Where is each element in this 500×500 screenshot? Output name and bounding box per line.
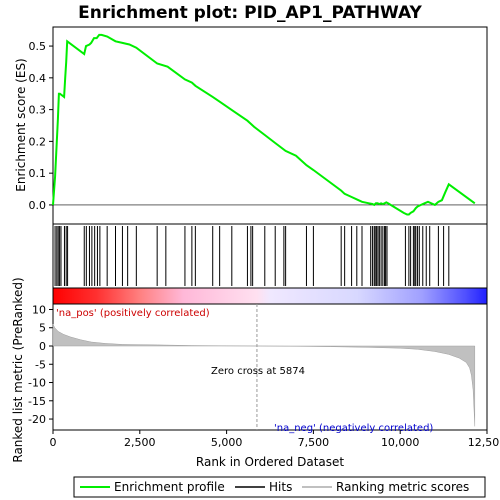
es-tick-label: 0.0 bbox=[29, 199, 47, 212]
metric-tick-label: -20 bbox=[28, 413, 46, 426]
metric-tick-label: 10 bbox=[32, 303, 46, 316]
x-tick-label: 10,000 bbox=[381, 436, 420, 449]
x-tick-label: 12,500 bbox=[468, 436, 500, 449]
es-tick-label: 0.1 bbox=[29, 167, 47, 180]
x-tick-label: 2,500 bbox=[124, 436, 156, 449]
hit-markers bbox=[54, 226, 450, 286]
metric-tick-label: -10 bbox=[28, 377, 46, 390]
x-tick-label: 7,500 bbox=[298, 436, 330, 449]
metric-tick-label: 0 bbox=[39, 340, 46, 353]
metric-tick-label: 5 bbox=[39, 322, 46, 335]
es-y-ticks: 0.0 0.1 0.2 0.3 0.4 0.5 bbox=[29, 40, 53, 212]
es-panel bbox=[52, 26, 488, 225]
x-tick-label: 0 bbox=[50, 436, 57, 449]
x-tick-label: 5,000 bbox=[211, 436, 243, 449]
es-tick-label: 0.3 bbox=[29, 104, 47, 117]
metric-tick-label: -5 bbox=[35, 358, 46, 371]
es-tick-label: 0.4 bbox=[29, 72, 47, 85]
zero-cross-label: Zero cross at 5874 bbox=[211, 366, 305, 377]
hits-panel bbox=[52, 223, 488, 289]
legend-box bbox=[73, 476, 486, 498]
metric-y-label: Ranked list metric (PreRanked) bbox=[11, 277, 25, 462]
pos-correlated-label: 'na_pos' (positively correlated) bbox=[56, 308, 210, 319]
ranking-metric-area bbox=[52, 323, 476, 427]
metric-panel bbox=[52, 303, 488, 431]
chart-title: Enrichment plot: PID_AP1_PATHWAY bbox=[78, 3, 422, 23]
enrichment-profile-line bbox=[52, 33, 476, 216]
legend-enrichment-label: Enrichment profile bbox=[114, 480, 225, 494]
legend-hits-label: Hits bbox=[269, 480, 292, 494]
rank-color-bar bbox=[52, 287, 488, 305]
es-tick-label: 0.5 bbox=[29, 40, 47, 53]
metric-y-ticks: 10 5 0 -5 -10 -15 -20 bbox=[28, 303, 53, 426]
legend-metric-label: Ranking metric scores bbox=[336, 480, 469, 494]
metric-tick-label: -15 bbox=[28, 395, 46, 408]
neg-correlated-label: 'na_neg' (negatively correlated) bbox=[274, 423, 433, 434]
es-y-label: Enrichment score (ES) bbox=[14, 58, 28, 191]
es-tick-label: 0.2 bbox=[29, 135, 47, 148]
x-axis-ticks: 0 2,500 5,000 7,500 10,000 12,500 bbox=[50, 430, 500, 449]
x-axis-label: Rank in Ordered Dataset bbox=[196, 455, 344, 469]
